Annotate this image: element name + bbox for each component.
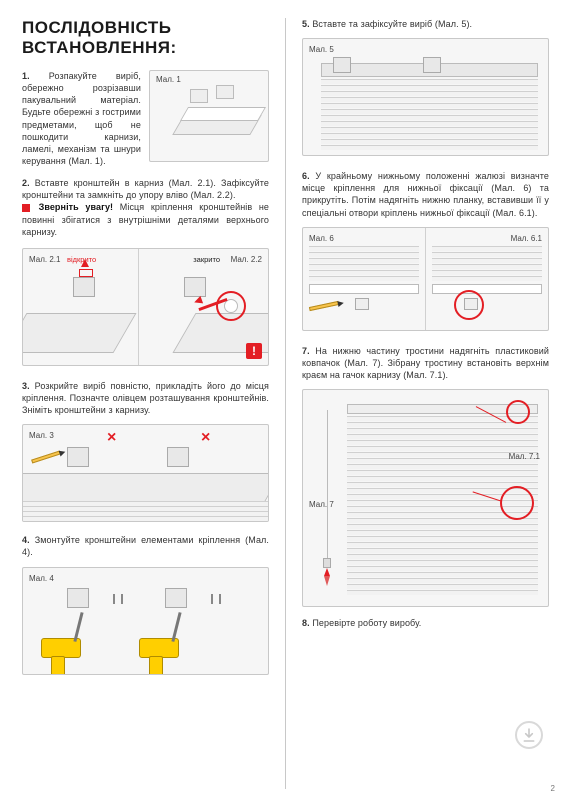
figure-3: Мал. 3 × ×: [22, 424, 269, 522]
column-divider: [285, 18, 286, 789]
step-6-text: 6. У крайньому нижньому положенні жалюзі…: [302, 170, 549, 219]
right-column: 5. Вставте та зафіксуйте виріб (Мал. 5).…: [302, 18, 549, 789]
figure-22-label: Мал. 2.2: [231, 255, 262, 264]
figure-61-label: Мал. 6.1: [511, 234, 542, 243]
figure-1-label: Мал. 1: [156, 75, 181, 84]
figure-6: Мал. 6 Мал. 6.1: [302, 227, 549, 331]
figure-5: Мал. 5: [302, 38, 549, 156]
left-column: ПОСЛІДОВНІСТЬ ВСТАНОВЛЕННЯ: 1. Розпакуйт…: [22, 18, 269, 789]
step-5-text: 5. Вставте та зафіксуйте виріб (Мал. 5).: [302, 18, 549, 30]
figure-3-label: Мал. 3: [29, 431, 54, 440]
step-3-text: 3. Розкрийте виріб повністю, прикладіть …: [22, 380, 269, 416]
figure-7-label: Мал. 7: [309, 500, 334, 509]
figure-4-label: Мал. 4: [29, 574, 54, 583]
figure-5-label: Мал. 5: [309, 45, 334, 54]
tassel-icon: [324, 576, 330, 586]
figure-71-label: Мал. 7.1: [509, 452, 540, 461]
step-1: 1. Розпакуйте виріб, обережно розрізавши…: [22, 70, 269, 167]
step-1-text: 1. Розпакуйте виріб, обережно розрізавши…: [22, 70, 141, 167]
figure-2: Мал. 2.1 відкрито закрито Мал. 2.2 !: [22, 248, 269, 366]
step-7-text: 7. На нижню частину тростини надягніть п…: [302, 345, 549, 381]
step-4-text: 4. Змонтуйте кронштейни елементами кріпл…: [22, 534, 269, 558]
pencil-icon: [309, 301, 339, 311]
figure-4: Мал. 4: [22, 567, 269, 675]
closed-label: закрито: [193, 255, 220, 264]
figure-6-label: Мал. 6: [309, 234, 334, 243]
figure-1: Мал. 1: [149, 70, 269, 162]
download-arrow-icon: [515, 721, 543, 749]
open-label: відкрито: [67, 255, 96, 264]
pencil-icon: [31, 451, 61, 464]
figure-21-label: Мал. 2.1: [29, 255, 60, 264]
red-x-icon: ×: [107, 429, 116, 447]
step-8-text: 8. Перевірте роботу виробу.: [302, 617, 549, 629]
instruction-page: ПОСЛІДОВНІСТЬ ВСТАНОВЛЕННЯ: 1. Розпакуйт…: [0, 0, 565, 799]
warning-icon: [22, 204, 30, 212]
warning-badge-icon: !: [246, 343, 262, 359]
red-x-icon: ×: [201, 429, 210, 447]
page-title: ПОСЛІДОВНІСТЬ ВСТАНОВЛЕННЯ:: [22, 18, 269, 58]
figure-7: Мал. 7 Мал. 7.1: [302, 389, 549, 607]
step-2-text: 2. Вставте кронштейн в карниз (Мал. 2.1)…: [22, 177, 269, 238]
page-number: 2: [551, 784, 555, 793]
